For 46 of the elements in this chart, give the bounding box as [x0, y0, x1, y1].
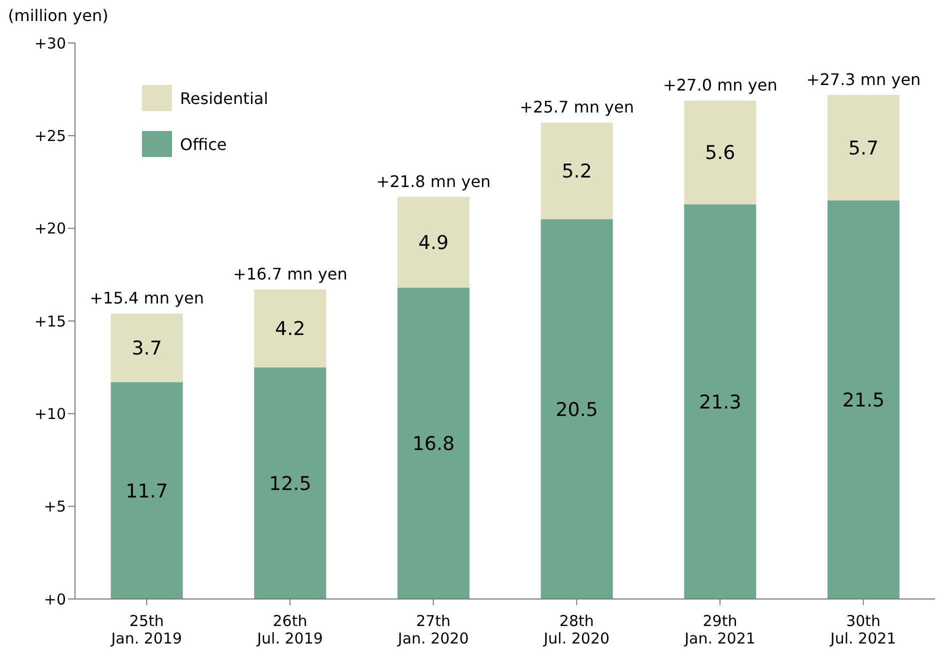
total-label: +16.7 mn yen	[232, 264, 348, 284]
y-tick-label: +30	[34, 34, 66, 52]
bar	[540, 219, 613, 599]
data-label: 5.6	[705, 142, 736, 164]
data-label: 21.3	[699, 391, 742, 414]
x-tick-label: 25th Jan. 2019	[110, 612, 182, 648]
total-label: +15.4 mn yen	[90, 288, 204, 308]
bar	[540, 122, 613, 220]
y-tick-label: +25	[34, 126, 66, 145]
bar	[828, 200, 900, 599]
legend-label: Residential	[180, 88, 268, 108]
bar	[684, 204, 756, 599]
total-label: +21.8 mn yen	[376, 172, 491, 191]
legend-label: Office	[180, 134, 227, 154]
bar	[398, 288, 470, 599]
x-tick-label: 28th Jul. 2020	[542, 612, 610, 648]
bar	[254, 289, 326, 368]
x-tick-label: 26th Jul. 2019	[256, 612, 323, 648]
y-tick-label: +10	[34, 404, 66, 423]
data-label: 21.5	[842, 390, 885, 412]
bar	[828, 94, 900, 201]
data-label: 4.9	[418, 232, 449, 254]
data-label: 16.8	[412, 433, 455, 456]
bar	[684, 100, 756, 204]
total-label: +25.7 mn yen	[520, 98, 634, 117]
y-tick-label: +0	[44, 590, 66, 608]
data-label: 5.7	[848, 137, 879, 160]
x-tick-label: 30th Jul. 2021	[829, 612, 896, 648]
bar	[110, 382, 183, 599]
total-label: +27.0 mn yen	[662, 75, 778, 94]
data-label: 11.7	[126, 480, 168, 502]
data-label: 5.2	[562, 160, 592, 183]
bar	[398, 196, 470, 288]
x-tick-label: 29th Jan. 2021	[684, 612, 756, 648]
y-tick-label: +15	[34, 312, 66, 330]
bar	[254, 367, 326, 599]
data-label: 20.5	[556, 398, 598, 421]
data-label: 4.2	[275, 318, 306, 340]
total-label: +27.3 mn yen	[806, 70, 921, 89]
x-tick-label: 27th Jan. 2020	[396, 612, 469, 648]
y-tick-label: +5	[44, 498, 66, 516]
y-axis-title: (million yen)	[8, 6, 108, 25]
data-label: 12.5	[269, 472, 312, 495]
data-label: 3.7	[132, 338, 162, 360]
y-tick-label: +20	[34, 220, 66, 238]
bar	[110, 314, 183, 382]
